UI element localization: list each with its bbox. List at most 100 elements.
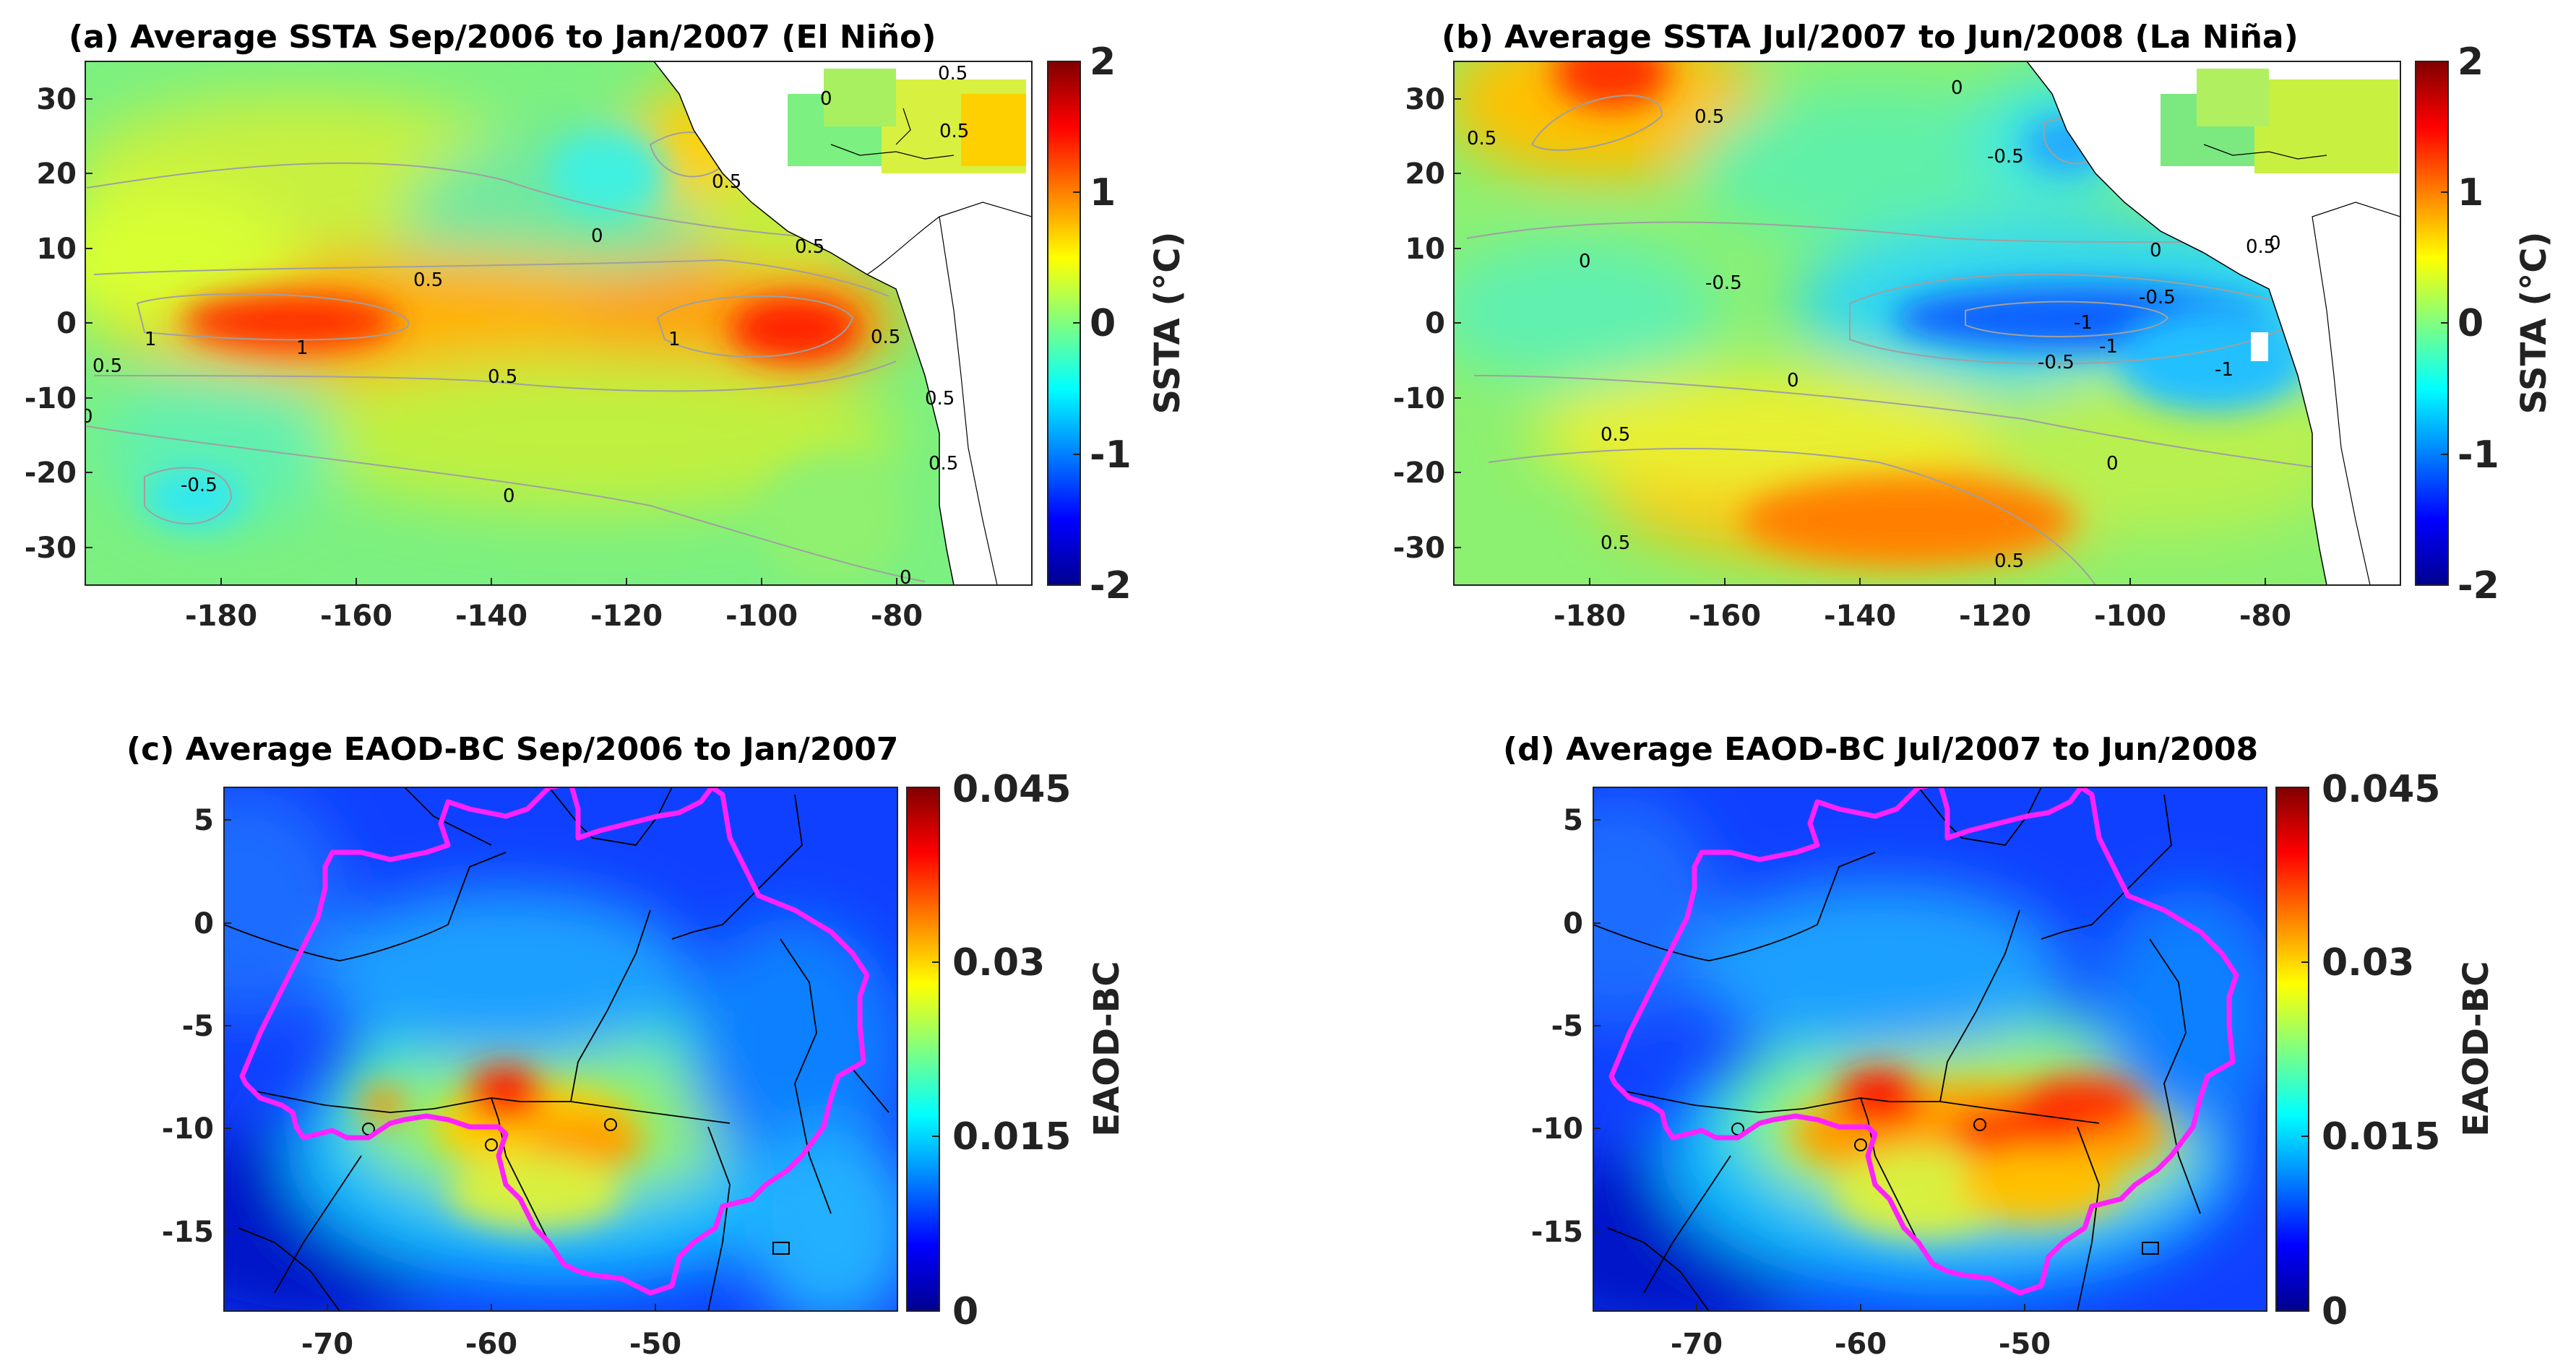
y-tick: -20: [1393, 457, 1445, 490]
contour-label: 0.5: [413, 269, 443, 291]
x-tick: -140: [455, 600, 527, 633]
y-tick: 30: [36, 83, 77, 116]
eaod-map-c: [224, 787, 897, 1311]
panel-title: (d) Average EAOD-BC Jul/2007 to Jun/2008: [1503, 731, 2258, 768]
x-tick: -100: [2094, 600, 2166, 633]
contour-label: 0: [900, 567, 912, 589]
contour-label: 0.5: [488, 366, 517, 388]
contour-label: 0.5: [1694, 106, 1724, 128]
y-tick: 20: [36, 157, 77, 191]
contour-label: 0: [81, 406, 93, 428]
x-axis: -70 -60 -50: [1671, 1328, 2051, 1361]
panel-a: (a) Average SSTA Sep/2006 to Jan/2007 (E…: [25, 19, 1188, 633]
y-axis: 5 0 -5 -10 -15: [1531, 804, 1583, 1249]
colorbar-c: 0.045 0.03 0.015 0 EAOD-BC: [906, 768, 1127, 1333]
x-tick: -180: [1554, 600, 1626, 633]
x-tick: -50: [629, 1328, 681, 1361]
y-axis: 30 20 10 0 -10 -20 -30: [1393, 83, 1445, 565]
x-tick: -120: [590, 600, 663, 633]
colorbar-tick: 0: [1090, 302, 1116, 345]
colorbar-tick: 0: [2322, 1290, 2348, 1333]
panel-title: (a) Average SSTA Sep/2006 to Jan/2007 (E…: [69, 19, 936, 56]
x-tick: -80: [871, 600, 923, 633]
contour-label: 0.5: [92, 355, 122, 377]
contour-label: -0.5: [2139, 287, 2176, 308]
contour-label: -0.5: [1705, 272, 1742, 294]
ssta-map-b: 0.5 0.5 0 -0.5 0 -0.5 -0.5 -1 -1 -0.5 -1…: [1454, 61, 2400, 585]
contour-label: -0.5: [181, 475, 217, 496]
x-tick: -60: [465, 1328, 517, 1361]
y-tick: 20: [1405, 157, 1445, 191]
contour-label: -1: [2215, 359, 2233, 381]
x-axis: -70 -60 -50: [301, 1328, 681, 1361]
x-axis: -180 -160 -140 -120 -100 -80: [185, 600, 923, 633]
colorbar-tick: 2: [2457, 40, 2484, 84]
y-tick: -20: [25, 457, 77, 490]
y-tick: 10: [36, 233, 77, 266]
y-tick: -5: [182, 1010, 214, 1043]
eaod-map-d: [1593, 787, 2267, 1311]
colorbar-tick: -1: [2457, 433, 2499, 477]
contour-label: 0.5: [871, 326, 900, 348]
contour-label: 0: [820, 88, 832, 110]
x-tick: -100: [725, 600, 798, 633]
colorbar-a: 2 1 0 -1 -2 SSTA (°C): [1047, 40, 1188, 607]
y-tick: -10: [25, 382, 77, 415]
colorbar-tick: 0.03: [2322, 941, 2414, 985]
contour-label: 1: [668, 329, 681, 350]
colorbar-tick: 0.015: [952, 1115, 1071, 1159]
x-axis: -180 -160 -140 -120 -100 -80: [1554, 600, 2291, 633]
y-tick: 5: [1563, 804, 1583, 837]
panel-d: (d) Average EAOD-BC Jul/2007 to Jun/2008: [1503, 731, 2497, 1361]
colorbar-tick: -2: [2457, 564, 2499, 607]
contour-label: 0.5: [1994, 550, 2024, 572]
x-tick: -70: [301, 1328, 353, 1361]
colorbar-label: EAOD-BC: [2456, 961, 2497, 1136]
y-tick: -15: [1531, 1216, 1583, 1249]
contour-label: -0.5: [1987, 146, 2024, 168]
x-tick: -70: [1671, 1328, 1723, 1361]
x-tick: -60: [1835, 1328, 1887, 1361]
contour-label: 0.5: [929, 453, 958, 475]
contour-label: 0: [2150, 240, 2162, 261]
x-tick: -140: [1824, 600, 1896, 633]
colorbar-tick: 0.045: [952, 768, 1071, 811]
colorbar-tick: 0: [952, 1290, 978, 1333]
y-tick: 0: [56, 307, 77, 340]
y-tick: 5: [194, 804, 214, 837]
contour-label: 0.5: [2246, 236, 2275, 258]
contour-label: 0.5: [795, 236, 824, 258]
y-tick: 30: [1405, 83, 1445, 116]
contour-label: 0.5: [925, 388, 955, 410]
y-tick: 0: [1425, 307, 1445, 340]
x-tick: -160: [1689, 600, 1761, 633]
contour-label: 0: [2269, 233, 2281, 254]
contour-label: 0: [591, 225, 603, 247]
y-tick: -10: [162, 1112, 214, 1146]
y-tick: 0: [194, 907, 214, 940]
y-tick: -5: [1551, 1010, 1583, 1043]
x-tick: -180: [185, 600, 257, 633]
contour-label: 0.5: [1601, 424, 1630, 446]
y-tick: 10: [1405, 233, 1445, 266]
colorbar-tick: 1: [2457, 171, 2484, 215]
contour-label: -1: [2074, 312, 2093, 334]
y-axis: 30 20 10 0 -10 -20 -30: [25, 83, 77, 565]
colorbar-tick: 0.045: [2322, 768, 2440, 811]
ssta-map-a: 0.5 0.5 0.5 0.5 0.5 0.5 0.5 0.5 0.5 0 0 …: [81, 61, 1032, 589]
y-tick: -10: [1393, 382, 1445, 415]
panel-title: (b) Average SSTA Jul/2007 to Jun/2008 (L…: [1442, 19, 2299, 56]
axes-frame: [223, 787, 898, 1312]
contour-label: 0.5: [938, 63, 968, 85]
colorbar-label: SSTA (°C): [2514, 232, 2554, 415]
contour-label: 0.5: [939, 121, 969, 142]
colorbar-tick: -2: [1090, 564, 1132, 607]
contour-label: 0.5: [712, 171, 741, 193]
y-tick: -30: [1393, 532, 1445, 565]
colorbar-tick: 0.015: [2322, 1115, 2440, 1159]
colorbar-tick: 2: [1090, 40, 1116, 84]
contour-label: 1: [145, 329, 157, 350]
y-tick: -30: [25, 532, 77, 565]
contour-label: -0.5: [2038, 352, 2075, 373]
contour-label: 0.5: [1601, 532, 1630, 554]
